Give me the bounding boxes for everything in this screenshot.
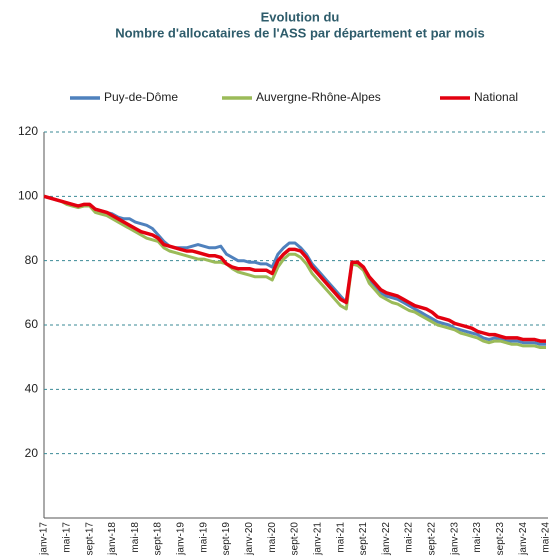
y-tick-label: 80 (25, 253, 39, 267)
x-tick-label: sept-22 (427, 522, 438, 556)
y-tick-label: 40 (25, 382, 39, 396)
x-tick-label: janv-24 (518, 522, 529, 556)
series-line (43, 194, 546, 349)
x-tick-label: mai-24 (541, 522, 550, 553)
x-tick-label: janv-19 (176, 522, 187, 556)
x-tick-label: janv-23 (449, 522, 460, 556)
y-tick-label: 20 (25, 446, 39, 460)
y-tick-label: 100 (18, 189, 38, 203)
x-tick-label: sept-17 (84, 522, 95, 556)
x-tick-label: mai-20 (267, 522, 278, 553)
x-tick-label: sept-18 (153, 522, 164, 556)
chart-subtitle: Nombre d'allocataires de l'ASS par dépar… (115, 25, 485, 40)
y-tick-label: 120 (18, 124, 38, 138)
x-tick-label: janv-22 (381, 522, 392, 556)
x-tick-label: sept-23 (495, 522, 506, 556)
legend-label: National (474, 90, 518, 104)
x-tick-label: mai-21 (335, 522, 346, 553)
x-tick-label: sept-19 (221, 522, 232, 556)
legend-label: Auvergne-Rhône-Alpes (256, 90, 381, 104)
x-tick-label: sept-20 (290, 522, 301, 556)
x-tick-label: mai-19 (198, 522, 209, 553)
x-tick-label: janv-20 (244, 522, 255, 556)
x-tick-label: janv-18 (107, 522, 118, 556)
series-line (43, 194, 546, 346)
x-tick-label: janv-17 (39, 522, 50, 556)
x-tick-label: mai-17 (61, 522, 72, 553)
x-tick-label: janv-21 (312, 522, 323, 556)
series-line (43, 194, 546, 343)
legend-label: Puy-de-Dôme (104, 90, 178, 104)
chart-title: Evolution du (261, 9, 340, 24)
x-tick-label: mai-23 (472, 522, 483, 553)
x-tick-label: mai-22 (404, 522, 415, 553)
y-tick-label: 60 (25, 317, 39, 331)
x-tick-label: mai-18 (130, 522, 141, 553)
x-tick-label: sept-21 (358, 522, 369, 556)
